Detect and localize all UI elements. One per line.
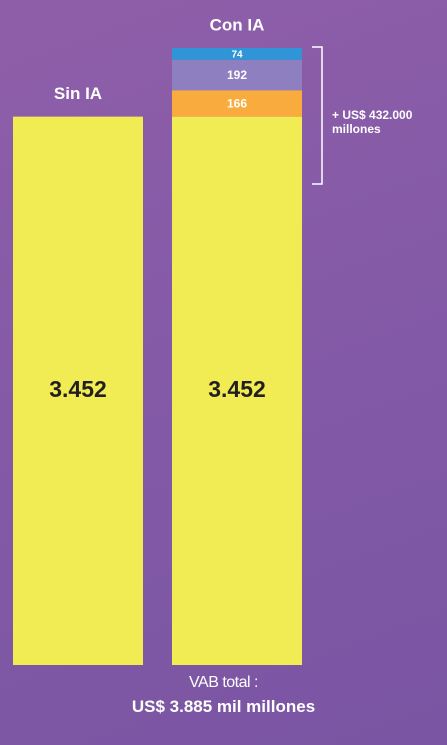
value-label: 192 [227,68,247,82]
bar-segment [172,48,302,60]
value-label: 166 [227,97,247,111]
footer-total: US$ 3.885 mil millones [131,697,316,716]
chart: 3.452 Sin IA 3.452 166 192 74 Con IA [13,15,323,665]
value-label: 3.452 [208,376,266,402]
bracket [312,46,323,185]
bar-segment [172,90,302,117]
value-label: 3.452 [49,376,107,402]
category-label: Con IA [210,15,265,34]
value-label: 74 [231,50,243,61]
annotation: + US$ 432.000 millones [332,108,413,136]
bar-segment [172,116,302,665]
bar-segment [172,59,302,91]
footer-label: VAB total : [189,674,258,691]
category-label: Sin IA [54,84,102,103]
bar-segment [13,116,143,665]
